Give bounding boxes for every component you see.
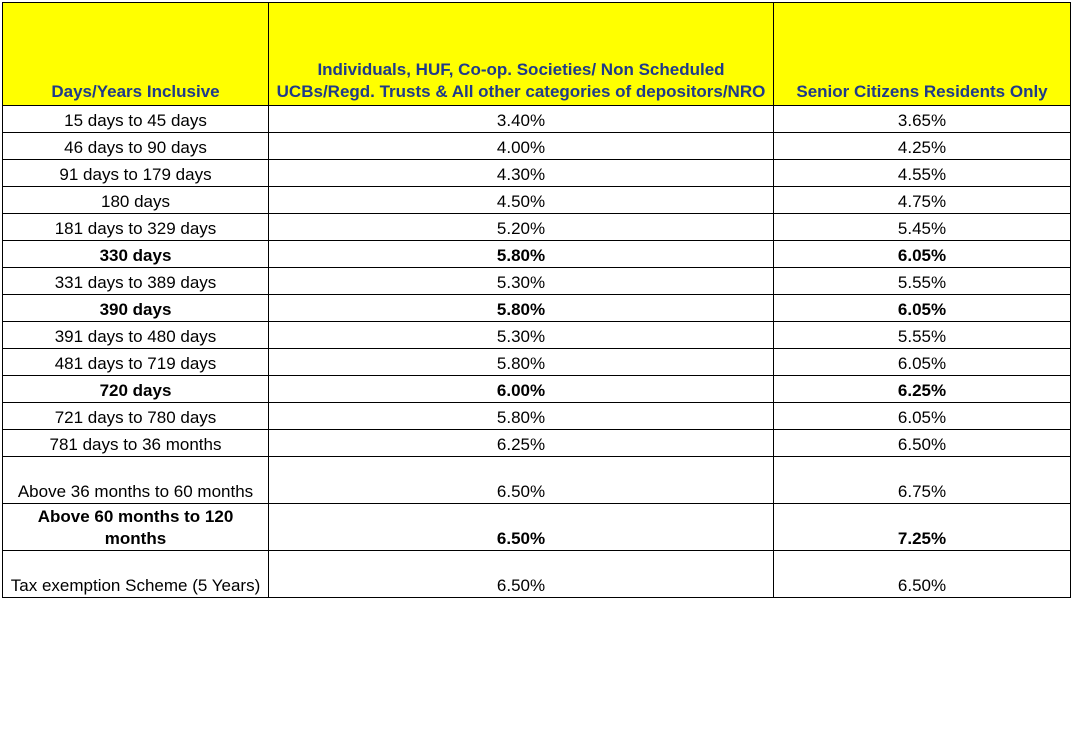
table-row: 331 days to 389 days 5.30% 5.55% (2, 267, 1071, 295)
senior-rate-cell: 6.05% (773, 402, 1071, 430)
table-row: Above 60 months to 120 months 6.50% 7.25% (2, 503, 1071, 551)
period-cell: 181 days to 329 days (2, 213, 269, 241)
senior-rate-cell: 6.05% (773, 348, 1071, 376)
period-cell: 180 days (2, 186, 269, 214)
general-rate-cell: 3.40% (268, 105, 774, 133)
general-rate-cell: 5.20% (268, 213, 774, 241)
senior-rate-cell: 6.05% (773, 294, 1071, 322)
table-row: 390 days 5.80% 6.05% (2, 294, 1071, 322)
header-general-rate: Individuals, HUF, Co-op. Societies/ Non … (268, 2, 774, 106)
general-rate-cell: 5.30% (268, 267, 774, 295)
senior-rate-cell: 6.50% (773, 550, 1071, 598)
senior-rate-cell: 6.50% (773, 429, 1071, 457)
general-rate-cell: 6.50% (268, 456, 774, 504)
header-senior-rate: Senior Citizens Residents Only (773, 2, 1071, 106)
period-cell: 720 days (2, 375, 269, 403)
table-row: 481 days to 719 days 5.80% 6.05% (2, 348, 1071, 376)
table-row: 91 days to 179 days 4.30% 4.55% (2, 159, 1071, 187)
period-cell: Above 36 months to 60 months (2, 456, 269, 504)
period-cell: 390 days (2, 294, 269, 322)
period-cell: 481 days to 719 days (2, 348, 269, 376)
table-row: Above 36 months to 60 months 6.50% 6.75% (2, 456, 1071, 504)
period-cell: Tax exemption Scheme (5 Years) (2, 550, 269, 598)
senior-rate-cell: 7.25% (773, 503, 1071, 551)
general-rate-cell: 6.25% (268, 429, 774, 457)
table-row: 330 days 5.80% 6.05% (2, 240, 1071, 268)
table-row: 181 days to 329 days 5.20% 5.45% (2, 213, 1071, 241)
period-cell: 391 days to 480 days (2, 321, 269, 349)
period-cell: 46 days to 90 days (2, 132, 269, 160)
senior-rate-cell: 6.05% (773, 240, 1071, 268)
senior-rate-cell: 3.65% (773, 105, 1071, 133)
table-row: 46 days to 90 days 4.00% 4.25% (2, 132, 1071, 160)
general-rate-cell: 6.50% (268, 550, 774, 598)
period-cell: 15 days to 45 days (2, 105, 269, 133)
senior-rate-cell: 6.25% (773, 375, 1071, 403)
general-rate-cell: 6.50% (268, 503, 774, 551)
senior-rate-cell: 5.55% (773, 321, 1071, 349)
period-cell: 331 days to 389 days (2, 267, 269, 295)
general-rate-cell: 6.00% (268, 375, 774, 403)
table-body: 15 days to 45 days 3.40% 3.65% 46 days to … (2, 105, 1071, 598)
table-row: 15 days to 45 days 3.40% 3.65% (2, 105, 1071, 133)
general-rate-cell: 5.80% (268, 240, 774, 268)
deposit-rates-table: Days/Years Inclusive Individuals, HUF, C… (2, 2, 1071, 598)
header-period: Days/Years Inclusive (2, 2, 269, 106)
general-rate-cell: 4.00% (268, 132, 774, 160)
period-cell: Above 60 months to 120 months (2, 503, 269, 551)
general-rate-cell: 5.80% (268, 348, 774, 376)
period-cell: 330 days (2, 240, 269, 268)
table-row: 721 days to 780 days 5.80% 6.05% (2, 402, 1071, 430)
general-rate-cell: 4.50% (268, 186, 774, 214)
table-row: Tax exemption Scheme (5 Years) 6.50% 6.50% (2, 550, 1071, 598)
rates-table-container: Days/Years Inclusive Individuals, HUF, C… (2, 2, 1071, 598)
general-rate-cell: 4.30% (268, 159, 774, 187)
table-row: 781 days to 36 months 6.25% 6.50% (2, 429, 1071, 457)
senior-rate-cell: 4.25% (773, 132, 1071, 160)
table-row: 180 days 4.50% 4.75% (2, 186, 1071, 214)
period-cell: 781 days to 36 months (2, 429, 269, 457)
period-cell: 721 days to 780 days (2, 402, 269, 430)
senior-rate-cell: 4.75% (773, 186, 1071, 214)
table-row: 391 days to 480 days 5.30% 5.55% (2, 321, 1071, 349)
senior-rate-cell: 5.55% (773, 267, 1071, 295)
senior-rate-cell: 5.45% (773, 213, 1071, 241)
period-cell: 91 days to 179 days (2, 159, 269, 187)
header-row: Days/Years Inclusive Individuals, HUF, C… (2, 2, 1071, 106)
senior-rate-cell: 4.55% (773, 159, 1071, 187)
general-rate-cell: 5.80% (268, 294, 774, 322)
general-rate-cell: 5.30% (268, 321, 774, 349)
general-rate-cell: 5.80% (268, 402, 774, 430)
senior-rate-cell: 6.75% (773, 456, 1071, 504)
table-row: 720 days 6.00% 6.25% (2, 375, 1071, 403)
